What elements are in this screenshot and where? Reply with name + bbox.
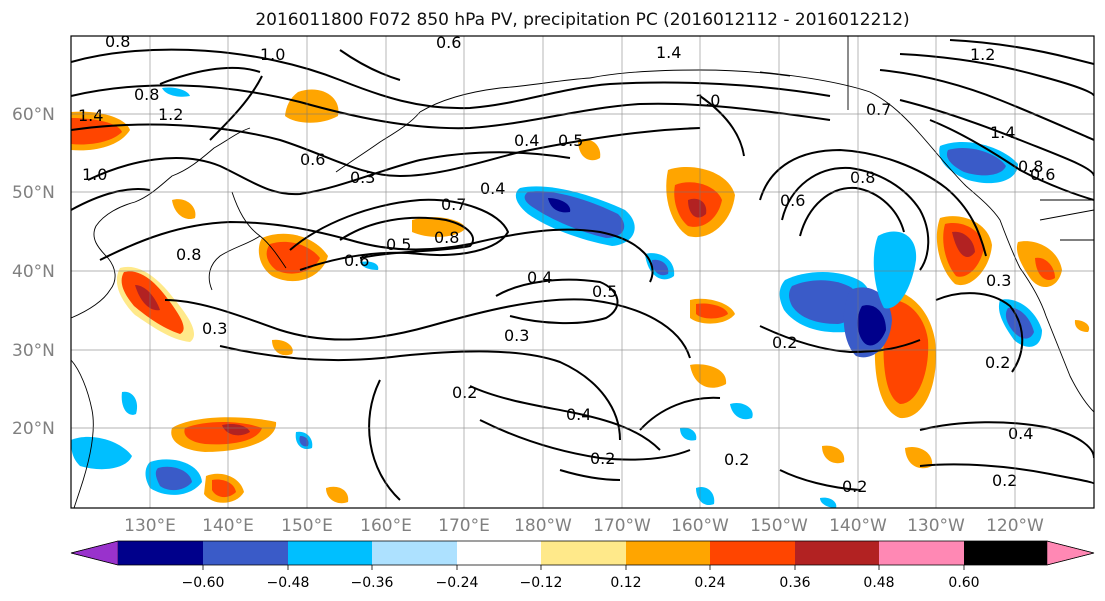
colorbar-arrow-right (1046, 540, 1095, 566)
colorbar-outline (70, 540, 1095, 566)
lat-label: 60°N (12, 105, 55, 125)
colorbar-tick-label: 0.12 (610, 575, 641, 591)
contour-label: 1.0 (82, 165, 107, 184)
lon-label: 130°E (124, 516, 176, 536)
lat-label: 20°N (12, 419, 55, 439)
contour-label: 0.6 (780, 191, 805, 210)
contour-label: 0.5 (558, 131, 583, 150)
contour-label: 0.2 (590, 449, 615, 468)
colorbar-segment (372, 541, 457, 565)
contour-label: 0.8 (850, 168, 875, 187)
colorbar-segment (964, 541, 1047, 565)
contour-label: 1.4 (78, 106, 103, 125)
contour-label: 1.4 (990, 123, 1015, 142)
colorbar-tick-label: −0.24 (436, 575, 479, 591)
lat-label: 40°N (12, 262, 55, 282)
lat-label: 50°N (12, 183, 55, 203)
contour-label: 0.3 (202, 319, 227, 338)
colorbar-tick-label: −0.48 (267, 575, 310, 591)
colorbar-tick-labels: −0.60 −0.48 −0.36 −0.24 −0.12 0.12 0.24 … (182, 575, 980, 591)
contour-label: 0.8 (434, 228, 459, 247)
contour-label: 0.4 (527, 268, 552, 287)
contour-label: 1.4 (656, 43, 681, 62)
colorbar-segment (541, 541, 626, 565)
contour-label: 0.8 (176, 245, 201, 264)
colorbar-tick-label: 0.36 (779, 575, 810, 591)
colorbar-segment (626, 541, 710, 565)
colorbar-segment (203, 541, 288, 565)
lon-label: 130°W (907, 516, 965, 536)
colorbar-segment (288, 541, 372, 565)
lat-labels: 60°N 50°N 40°N 30°N 20°N (12, 105, 55, 439)
contour-label: 1.2 (158, 105, 183, 124)
contour-label: 0.6 (1030, 165, 1055, 184)
contour-label: 0.2 (724, 450, 749, 469)
contour-labels: 0.8 1.4 1.2 1.0 0.6 0.8 0.6 0.3 0.4 0.5 … (78, 32, 1055, 496)
map-frame (70, 35, 1095, 509)
contour-label: 1.2 (970, 45, 995, 64)
colorbar-segment (795, 541, 879, 565)
colorbar-tick-label: 0.60 (948, 575, 979, 591)
lon-label: 180°W (514, 516, 572, 536)
colorbar-segment (457, 541, 541, 565)
contour-label: 0.2 (992, 471, 1017, 490)
lon-labels: 130°E 140°E 150°E 160°E 170°E 180°W 170°… (124, 516, 1044, 536)
colorbar-segment (710, 541, 795, 565)
colorbar-ticks (202, 565, 965, 570)
contour-label: 0.5 (386, 235, 411, 254)
contour-label: 0.8 (134, 85, 159, 104)
contour-label: 0.2 (842, 477, 867, 496)
lon-label: 160°W (671, 516, 729, 536)
precip-negative-areas (71, 87, 1042, 508)
lon-label: 170°E (438, 516, 490, 536)
colorbar-tick-label: 0.24 (694, 575, 725, 591)
contour-label: 0.4 (514, 131, 539, 150)
contour-label: 0.4 (1008, 424, 1033, 443)
contour-label: 0.7 (866, 100, 891, 119)
colorbar-tick-label: −0.60 (182, 575, 225, 591)
contour-label: 0.3 (986, 271, 1011, 290)
lat-label: 30°N (12, 341, 55, 361)
lon-label: 160°E (360, 516, 412, 536)
map-field: 0.8 1.4 1.2 1.0 0.6 0.8 0.6 0.3 0.4 0.5 … (71, 32, 1094, 508)
colorbar: −0.60 −0.48 −0.36 −0.24 −0.12 0.12 0.24 … (70, 540, 1095, 591)
colorbar-segment (118, 541, 203, 565)
lon-label: 120°W (986, 516, 1044, 536)
coastlines (71, 36, 1094, 508)
contour-label: 0.7 (441, 195, 466, 214)
lon-label: 150°E (281, 516, 333, 536)
lon-label: 170°W (593, 516, 651, 536)
colorbar-tick-label: 0.48 (863, 575, 894, 591)
precip-positive-areas (71, 89, 1090, 504)
contour-label: 0.4 (566, 405, 591, 424)
lon-label: 140°E (202, 516, 254, 536)
figure-title: 2016011800 F072 850 hPa PV, precipitatio… (255, 10, 910, 30)
colorbar-segment (879, 541, 964, 565)
colorbar-arrow-left (70, 540, 119, 566)
contour-label: 0.6 (300, 150, 325, 169)
lon-label: 150°W (750, 516, 808, 536)
contour-label: 0.3 (504, 326, 529, 345)
colorbar-tick-label: −0.12 (520, 575, 563, 591)
contour-label: 1.0 (695, 91, 720, 110)
contour-label: 0.2 (772, 333, 797, 352)
contour-label: 1.0 (260, 45, 285, 64)
colorbar-tick-label: −0.36 (351, 575, 394, 591)
contour-label: 0.6 (344, 251, 369, 270)
contour-label: 0.2 (452, 383, 477, 402)
contour-label: 0.8 (1018, 157, 1043, 176)
contour-label: 0.2 (985, 353, 1010, 372)
contour-label: 0.4 (480, 179, 505, 198)
contour-label: 0.6 (436, 33, 461, 52)
contour-label: 0.8 (105, 32, 130, 51)
lon-label: 140°W (829, 516, 887, 536)
contour-label: 0.3 (350, 168, 375, 187)
graticule (71, 36, 1094, 508)
contour-label: 0.5 (592, 282, 617, 301)
